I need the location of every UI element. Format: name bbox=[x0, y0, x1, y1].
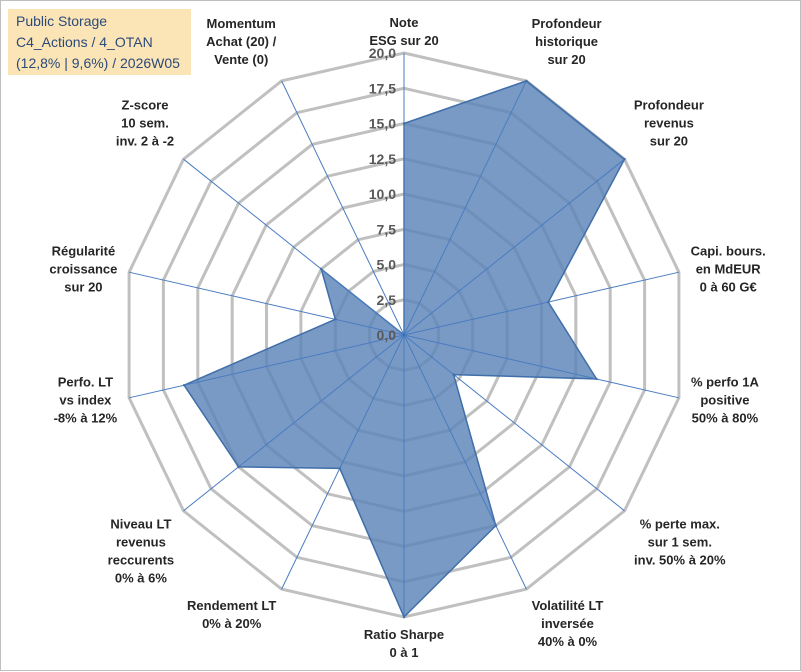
axis-label-10-line-1: vs index bbox=[59, 392, 112, 407]
axis-label-12-line-2: inv. 2 à -2 bbox=[116, 134, 174, 149]
axis-label-10: Perfo. LT vs index -8% à 12% bbox=[54, 374, 118, 425]
axis-label-12-line-1: 10 sem. bbox=[121, 116, 169, 131]
spoke-5 bbox=[403, 334, 625, 512]
tick-label-6: 15,0 bbox=[369, 116, 396, 132]
axis-label-2: Profondeur revenus sur 20 bbox=[634, 98, 704, 149]
axis-label-3: Capi. bours. en MdEUR 0 à 60 G€ bbox=[691, 244, 766, 295]
data-point-6 bbox=[494, 524, 497, 527]
data-point-9 bbox=[237, 465, 240, 469]
tick-label-0: 0,0 bbox=[377, 327, 397, 343]
axis-label-13-line-0: Momentum bbox=[207, 16, 276, 31]
axis-label-11: Régularité croissance sur 20 bbox=[49, 244, 117, 295]
tick-label-4: 10,0 bbox=[369, 186, 396, 202]
axis-label-3-line-1: en MdEUR bbox=[696, 262, 762, 277]
axis-label-9-line-1: revenus bbox=[116, 534, 166, 549]
axis-label-3-line-0: Capi. bours. bbox=[691, 244, 766, 259]
axis-label-10-line-2: -8% à 12% bbox=[54, 410, 118, 425]
axis-label-7-line-0: Ratio Sharpe bbox=[364, 627, 444, 642]
axis-label-13-line-2: Vente (0) bbox=[214, 52, 268, 67]
axis-label-11-line-0: Régularité bbox=[52, 244, 116, 259]
axis-label-5-line-0: % perte max. bbox=[640, 516, 720, 531]
spoke-4 bbox=[403, 334, 680, 399]
spoke-6 bbox=[403, 334, 527, 590]
axis-label-4-line-1: positive bbox=[700, 392, 749, 407]
data-point-8 bbox=[338, 467, 341, 470]
spoke-13 bbox=[281, 80, 405, 336]
axis-label-9-line-2: reccurents bbox=[108, 552, 174, 567]
data-point-13 bbox=[402, 333, 406, 337]
spoke-10 bbox=[128, 334, 405, 399]
title-portfolio: C4_Actions / 4_OTAN bbox=[16, 34, 153, 50]
data-point-2 bbox=[623, 158, 626, 161]
spoke-9 bbox=[183, 334, 405, 512]
axis-label-5: % perte max. sur 1 sem. inv. 50% à 20% bbox=[634, 516, 726, 567]
axis-label-1-line-1: historique bbox=[535, 34, 598, 49]
data-point-4 bbox=[595, 377, 598, 381]
title-company: Public Storage bbox=[16, 13, 108, 29]
data-point-7 bbox=[402, 615, 406, 619]
axis-label-10-line-0: Perfo. LT bbox=[58, 374, 113, 389]
axis-label-4-line-2: 50% à 80% bbox=[692, 410, 759, 425]
axis-label-4: % perfo 1A positive 50% à 80% bbox=[691, 374, 760, 425]
axis-label-1-line-2: sur 20 bbox=[547, 52, 585, 67]
axis-label-1-line-0: Profondeur bbox=[532, 16, 602, 31]
axis-label-7: Ratio Sharpe 0 à 1 bbox=[364, 627, 444, 660]
title-performance: (12,8% | 9,6%) / 2026W05 bbox=[16, 55, 180, 71]
spoke-2 bbox=[403, 158, 625, 336]
data-point-12 bbox=[320, 267, 323, 271]
tick-label-5: 12,5 bbox=[369, 151, 396, 167]
data-point-10 bbox=[182, 384, 186, 387]
axis-label-9-line-0: Niveau LT bbox=[110, 516, 171, 531]
axis-label-1: Profondeur historique sur 20 bbox=[532, 16, 602, 67]
axis-label-6-line-0: Volatilité LT bbox=[532, 598, 604, 613]
axis-label-3-line-2: 0 à 60 G€ bbox=[700, 280, 757, 295]
axis-label-2-line-1: revenus bbox=[644, 116, 694, 131]
axis-label-6-line-1: inversée bbox=[541, 616, 594, 631]
axis-label-7-line-1: 0 à 1 bbox=[390, 645, 419, 660]
tick-label-1: 2,5 bbox=[377, 292, 397, 308]
spoke-8 bbox=[281, 334, 405, 590]
axis-label-8: Rendement LT 0% à 20% bbox=[187, 598, 276, 631]
tick-label-2: 5,0 bbox=[377, 257, 397, 273]
axis-label-0-line-1: ESG sur 20 bbox=[369, 33, 438, 48]
data-point-1 bbox=[525, 79, 528, 83]
axis-label-13: Momentum Achat (20) / Vente (0) bbox=[206, 16, 276, 67]
data-point-11 bbox=[334, 318, 337, 321]
tick-label-7: 17,5 bbox=[369, 80, 396, 96]
axis-label-6-line-2: 40% à 0% bbox=[538, 634, 598, 649]
axis-label-8-line-1: 0% à 20% bbox=[202, 616, 262, 631]
axis-label-6: Volatilité LT inversée 40% à 0% bbox=[532, 598, 604, 649]
axis-label-2-line-0: Profondeur bbox=[634, 98, 704, 113]
axis-label-0: Note ESG sur 20 bbox=[369, 15, 438, 48]
tick-label-3: 7,5 bbox=[377, 221, 397, 237]
axis-label-13-line-1: Achat (20) / bbox=[206, 34, 276, 49]
chart-title-box: Public Storage C4_Actions / 4_OTAN (12,8… bbox=[8, 9, 191, 75]
spoke-11 bbox=[128, 271, 405, 336]
axis-label-0-line-0: Note bbox=[390, 15, 419, 30]
axis-label-9: Niveau LT revenus reccurents 0% à 6% bbox=[108, 516, 174, 585]
spoke-3 bbox=[403, 271, 680, 336]
axis-label-2-line-2: sur 20 bbox=[650, 134, 688, 149]
axis-label-8-line-0: Rendement LT bbox=[187, 598, 276, 613]
spoke-1 bbox=[403, 80, 527, 336]
tick-label-8: 20,0 bbox=[369, 45, 396, 61]
axis-label-12-line-0: Z-score bbox=[122, 98, 169, 113]
data-point-3 bbox=[547, 300, 550, 304]
data-point-5 bbox=[452, 373, 455, 376]
axis-label-5-line-1: sur 1 sem. bbox=[648, 534, 712, 549]
spoke-12 bbox=[183, 158, 405, 336]
axis-label-5-line-2: inv. 50% à 20% bbox=[634, 552, 726, 567]
axis-label-11-line-1: croissance bbox=[49, 262, 117, 277]
data-point-0 bbox=[402, 122, 406, 125]
axis-label-9-line-3: 0% à 6% bbox=[115, 570, 167, 585]
axis-label-4-line-0: % perfo 1A bbox=[691, 374, 760, 389]
axis-label-12: Z-score 10 sem. inv. 2 à -2 bbox=[116, 98, 174, 149]
axis-label-11-line-2: sur 20 bbox=[64, 280, 102, 295]
